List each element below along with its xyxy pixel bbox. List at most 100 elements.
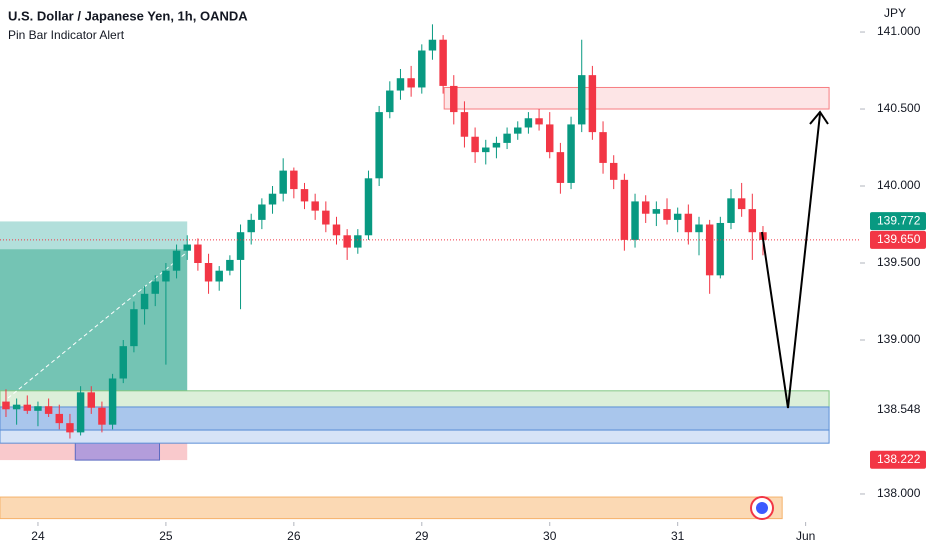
candle-body	[375, 112, 383, 179]
candle-body	[226, 259, 234, 271]
candle-body	[599, 132, 607, 163]
y-tick-label: 141.000	[877, 24, 921, 38]
candle-body	[439, 39, 447, 86]
x-tick-label: 31	[671, 529, 685, 543]
candle-body	[535, 118, 543, 125]
candle-body	[546, 124, 554, 153]
candle-body	[247, 219, 255, 233]
candle-body	[268, 193, 277, 205]
price-tag	[870, 212, 926, 231]
candle-body	[76, 392, 85, 433]
candle-body	[460, 112, 469, 137]
candle-body	[332, 224, 341, 236]
zones	[0, 86, 830, 520]
candle-body	[609, 162, 618, 180]
candle-body	[183, 244, 191, 251]
candle-body	[577, 75, 586, 125]
candle-body	[194, 244, 202, 264]
candle-body	[290, 170, 298, 190]
candle-body	[55, 413, 64, 424]
price-zone	[0, 249, 188, 407]
price-zone	[443, 86, 830, 110]
price-zone	[0, 221, 188, 250]
candle-body	[258, 204, 266, 220]
y-tick-label: 138.000	[877, 486, 921, 500]
candle-body	[151, 281, 159, 294]
candle-body	[737, 198, 746, 210]
x-tick-label: Jun	[796, 529, 815, 543]
candle-body	[482, 147, 490, 153]
candle-body	[503, 133, 511, 143]
x-tick-label: 25	[159, 529, 173, 543]
price-zone	[0, 406, 830, 431]
candle-body	[279, 170, 287, 194]
price-tag-label: 138.222	[877, 452, 921, 466]
candle-body	[620, 179, 629, 240]
x-tick-label: 29	[415, 529, 429, 543]
candle-body	[631, 201, 639, 240]
candle-body	[652, 209, 661, 214]
candle-body	[748, 209, 757, 233]
candle-body	[172, 250, 181, 271]
candle-body	[354, 235, 362, 248]
candle-body	[140, 293, 149, 310]
candle-body	[66, 423, 74, 433]
candle-body	[524, 118, 533, 128]
projection-arrow	[761, 113, 821, 409]
candle-body	[673, 213, 682, 220]
price-tag	[870, 230, 926, 249]
candle-body	[695, 224, 703, 233]
candle-body	[471, 136, 479, 153]
candle-body	[23, 404, 32, 411]
position-guide	[7, 252, 187, 399]
candle-body	[450, 85, 458, 113]
candle-body	[684, 213, 693, 233]
candle-body	[44, 406, 53, 414]
candle-body	[716, 222, 725, 276]
y-tick-label: 140.000	[877, 178, 921, 192]
arrow-head	[809, 110, 829, 125]
candle-body	[300, 189, 309, 202]
candle-body	[567, 124, 575, 183]
candle-body	[588, 75, 597, 133]
candle-body	[119, 346, 127, 379]
candle-body	[322, 210, 330, 225]
candle-body	[364, 178, 373, 236]
axis: 141.000 140.500 140.000 139.500 139.000 138.0…	[31, 24, 926, 543]
candle-body	[215, 270, 223, 282]
candle-body	[514, 127, 522, 134]
x-tick-label: 24	[31, 529, 45, 543]
price-tag	[870, 450, 926, 469]
x-tick-label: 26	[287, 529, 301, 543]
candle-body	[705, 224, 714, 276]
y-tick-label: 139.000	[877, 332, 921, 346]
candle-body	[34, 406, 42, 411]
candle-body	[2, 401, 10, 410]
candle-body	[727, 198, 735, 223]
price-tag-label: 138.548	[877, 402, 921, 416]
candle-body	[343, 235, 351, 248]
event-icon-flag	[756, 502, 768, 514]
candle-body	[428, 39, 437, 51]
candle-body	[236, 232, 245, 260]
candle-body	[162, 270, 170, 282]
chart-subtitle: Pin Bar Indicator Alert	[8, 28, 125, 42]
candle-body	[108, 378, 117, 425]
y-tick-label: 140.500	[877, 101, 921, 115]
candle-body	[130, 309, 138, 347]
candle-body	[396, 78, 405, 91]
candle-body	[204, 263, 213, 282]
price-tag-label: 139.772	[877, 213, 921, 227]
candle-body	[556, 152, 565, 183]
candle-body	[407, 78, 415, 88]
candle-body	[663, 209, 671, 220]
candle-body	[311, 201, 319, 211]
candle-body	[12, 404, 21, 410]
price-zone	[0, 429, 830, 444]
price-zone	[0, 496, 783, 520]
candle-body	[87, 392, 95, 408]
candle-body	[418, 50, 426, 88]
candle-body	[98, 407, 106, 425]
